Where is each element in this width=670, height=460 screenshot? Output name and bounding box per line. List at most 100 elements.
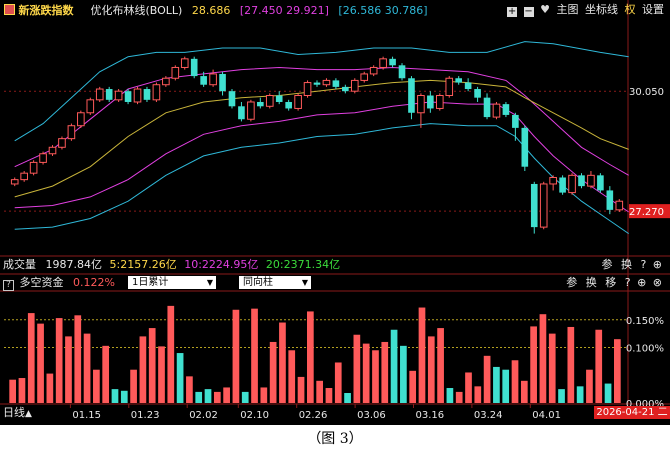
fund-flow-bar[interactable] xyxy=(195,391,203,403)
fund-flow-bar[interactable] xyxy=(539,314,547,403)
candle-body[interactable] xyxy=(133,88,142,103)
candle-body[interactable] xyxy=(483,97,491,118)
fund-flow-bar[interactable] xyxy=(325,388,333,403)
plus-icon[interactable]: + xyxy=(507,6,518,17)
fund-flow-bar[interactable] xyxy=(344,393,351,403)
period-label[interactable]: 日线▲ xyxy=(3,406,32,421)
candle-body[interactable] xyxy=(342,86,349,92)
candle-body[interactable] xyxy=(455,78,462,83)
candle-body[interactable] xyxy=(294,95,302,109)
fund-flow-bar[interactable] xyxy=(334,362,342,403)
candle-body[interactable] xyxy=(597,175,604,191)
candle-body[interactable] xyxy=(313,82,321,85)
candle-body[interactable] xyxy=(10,179,19,185)
fund-flow-bar[interactable] xyxy=(148,328,156,403)
fund-flow-bar[interactable] xyxy=(74,315,82,403)
fund-flow-bar[interactable] xyxy=(27,313,35,403)
fund-flow-bar[interactable] xyxy=(176,353,184,403)
fund-flow-bar[interactable] xyxy=(558,389,565,403)
candle-body[interactable] xyxy=(67,125,76,140)
candle-body[interactable] xyxy=(492,103,501,118)
candle-body[interactable] xyxy=(303,82,312,97)
candle-body[interactable] xyxy=(257,101,264,107)
candle-body[interactable] xyxy=(578,175,585,187)
fund-flow-bar[interactable] xyxy=(381,341,389,403)
fund-flow-bar[interactable] xyxy=(251,308,258,403)
candle-body[interactable] xyxy=(322,79,331,86)
fund-flow-bar[interactable] xyxy=(120,390,128,403)
candle-body[interactable] xyxy=(474,89,481,98)
candle-body[interactable] xyxy=(512,114,519,128)
fund-flow-bar[interactable] xyxy=(55,318,63,403)
candle-body[interactable] xyxy=(369,66,378,75)
candle-body[interactable] xyxy=(350,79,359,92)
candle-body[interactable] xyxy=(530,183,538,228)
accumulation-select[interactable]: 1日累计 ▼ xyxy=(128,276,216,289)
candle-body[interactable] xyxy=(435,95,444,109)
fund-flow-bar[interactable] xyxy=(400,345,407,403)
fund-flow-bar[interactable] xyxy=(269,341,277,403)
fund-flow-bar[interactable] xyxy=(241,391,249,403)
fund-flow-bar[interactable] xyxy=(390,329,398,403)
fund-flow-bar[interactable] xyxy=(102,345,110,403)
candle-body[interactable] xyxy=(39,153,47,163)
sub-close-icon[interactable]: ⊗ xyxy=(652,276,662,289)
candle-body[interactable] xyxy=(219,73,226,92)
candle-body[interactable] xyxy=(417,95,425,114)
candle-body[interactable] xyxy=(77,112,85,127)
fund-flow-bar[interactable] xyxy=(83,333,91,403)
fund-flow-bar[interactable] xyxy=(232,309,240,403)
candle-body[interactable] xyxy=(190,58,198,77)
fund-flow-bar[interactable] xyxy=(520,380,528,403)
candle-body[interactable] xyxy=(152,84,161,101)
fund-flow-bar[interactable] xyxy=(613,339,621,403)
tool-main-chart[interactable]: 主图 xyxy=(556,3,579,16)
volume-param-button[interactable]: 参 xyxy=(601,258,613,271)
candle-body[interactable] xyxy=(58,138,66,148)
fund-flow-bar[interactable] xyxy=(502,369,510,403)
candle-body[interactable] xyxy=(95,88,104,101)
candle-body[interactable] xyxy=(502,104,510,115)
fund-flow-bar[interactable] xyxy=(474,386,482,403)
candle-body[interactable] xyxy=(238,106,245,120)
fund-flow-bar[interactable] xyxy=(65,336,72,403)
candle-body[interactable] xyxy=(539,183,548,228)
candle-body[interactable] xyxy=(427,95,434,109)
fund-flow-bar[interactable] xyxy=(362,343,370,403)
candle-body[interactable] xyxy=(549,176,557,185)
candle-body[interactable] xyxy=(606,190,614,210)
candle-body[interactable] xyxy=(228,91,236,107)
fund-flow-bar[interactable] xyxy=(139,336,147,403)
fund-flow-bar[interactable] xyxy=(372,350,379,403)
fund-flow-bar[interactable] xyxy=(530,326,537,403)
candle-body[interactable] xyxy=(445,77,454,97)
candle-body[interactable] xyxy=(105,89,113,100)
candle-body[interactable] xyxy=(559,177,566,193)
fund-flow-bar[interactable] xyxy=(483,355,491,403)
fund-flow-bar[interactable] xyxy=(604,383,612,403)
fund-flow-bar[interactable] xyxy=(409,370,417,403)
sub-help-icon[interactable]: ? xyxy=(624,276,631,289)
fund-flow-bar[interactable] xyxy=(493,366,500,403)
sub-panel-menu-icon[interactable]: ? xyxy=(3,280,14,291)
candle-body[interactable] xyxy=(200,76,207,85)
candle-body[interactable] xyxy=(568,174,576,194)
fund-flow-bar[interactable] xyxy=(288,350,296,403)
index-name[interactable]: 新涨跌指数 xyxy=(18,4,74,17)
candle-body[interactable] xyxy=(464,82,472,90)
fund-flow-bar[interactable] xyxy=(158,346,165,403)
fund-flow-bar[interactable] xyxy=(418,307,426,403)
candle-body[interactable] xyxy=(285,101,292,109)
candle-body[interactable] xyxy=(521,127,529,167)
indicator-name[interactable]: 优化布林线(BOLL) xyxy=(90,4,183,17)
fund-flow-bar[interactable] xyxy=(167,305,175,403)
volume-switch-button[interactable]: 换 xyxy=(620,258,632,271)
fund-flow-bar[interactable] xyxy=(576,386,584,403)
candle-body[interactable] xyxy=(408,78,415,113)
sub-switch-button[interactable]: 换 xyxy=(585,276,597,289)
candle-body[interactable] xyxy=(332,80,340,87)
sub-panel-title[interactable]: 多空资金 xyxy=(19,276,64,289)
heart-icon[interactable]: ♥ xyxy=(540,3,550,16)
fund-flow-bar[interactable] xyxy=(130,369,137,403)
tool-coordinate-line[interactable]: 坐标线 xyxy=(585,3,618,16)
